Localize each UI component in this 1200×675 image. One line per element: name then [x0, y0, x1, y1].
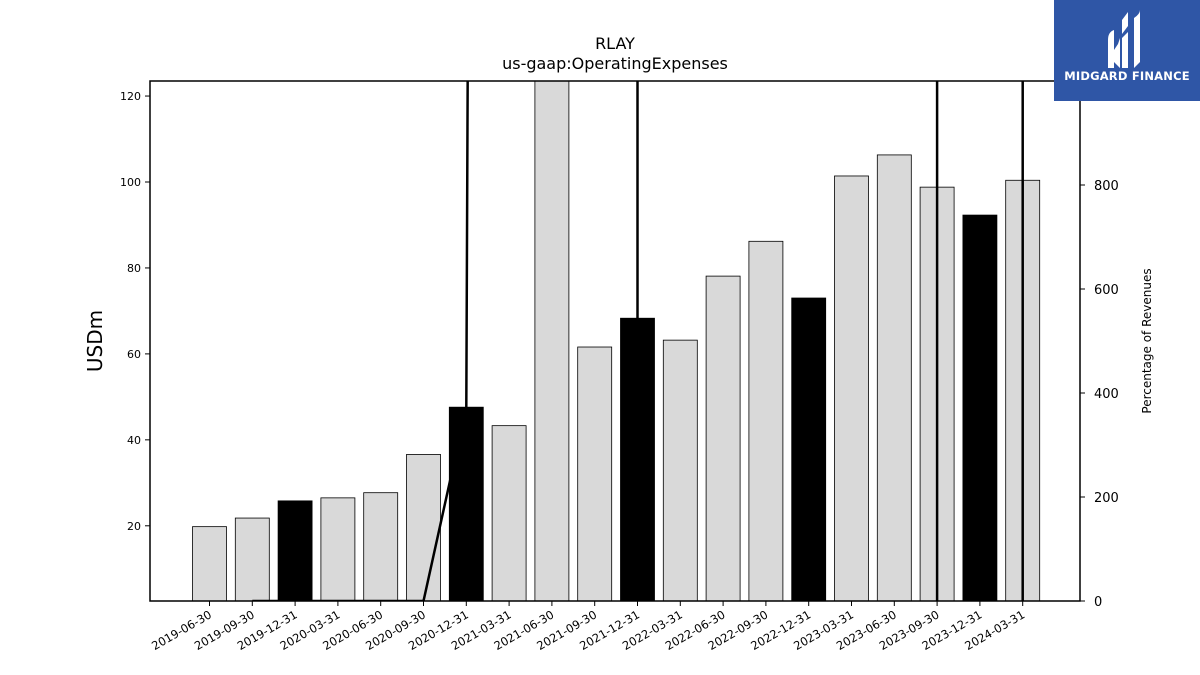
y-tick-label: 60	[127, 348, 141, 361]
y2-tick-label: 800	[1094, 179, 1119, 194]
y-tick-label: 100	[120, 176, 141, 189]
bar-2019-06-30	[192, 526, 227, 602]
y-tick-label: 120	[120, 90, 141, 103]
y2-tick-label: 200	[1094, 491, 1119, 506]
chart-subtitle: us-gaap:OperatingExpenses	[502, 54, 728, 73]
bar-2020-09-30	[406, 454, 441, 602]
chart-title: RLAY	[595, 34, 635, 53]
midgard-finance-logo: MIDGARD FINANCE	[1054, 0, 1200, 101]
bar-2023-06-30	[876, 154, 912, 602]
bar-2021-03-31	[491, 425, 527, 602]
bar-2020-12-31	[448, 406, 484, 602]
y2-tick-label: 600	[1094, 283, 1119, 298]
bar-2021-09-30	[577, 346, 613, 602]
y2-axis-label: Percentage of Revenues	[1140, 268, 1154, 413]
y2-tick-label: 0	[1094, 595, 1102, 610]
y-tick-label: 20	[127, 520, 141, 533]
bar-2023-12-31	[962, 214, 998, 602]
y-axis-label: USDm	[83, 310, 107, 372]
bar-2022-06-30	[705, 275, 741, 602]
bar-2019-09-30	[234, 517, 270, 602]
bar-2020-03-31	[320, 497, 356, 602]
bar-2019-12-31	[277, 500, 313, 602]
bar-2020-06-30	[363, 492, 399, 602]
plot-frame	[149, 80, 1081, 602]
bar-2022-09-30	[748, 240, 784, 602]
bar-2022-03-31	[662, 339, 698, 602]
bar-2022-12-31	[791, 297, 827, 602]
percentage-line-segment	[252, 81, 469, 601]
bar-2021-06-30	[534, 80, 570, 602]
midgard-logo-icon	[1108, 10, 1140, 68]
y-tick-label: 80	[127, 262, 141, 275]
y-tick-label: 40	[127, 434, 141, 447]
logo-text: MIDGARD FINANCE	[1064, 69, 1190, 83]
y2-tick-label: 400	[1094, 387, 1119, 402]
bar-2023-03-31	[834, 175, 869, 602]
